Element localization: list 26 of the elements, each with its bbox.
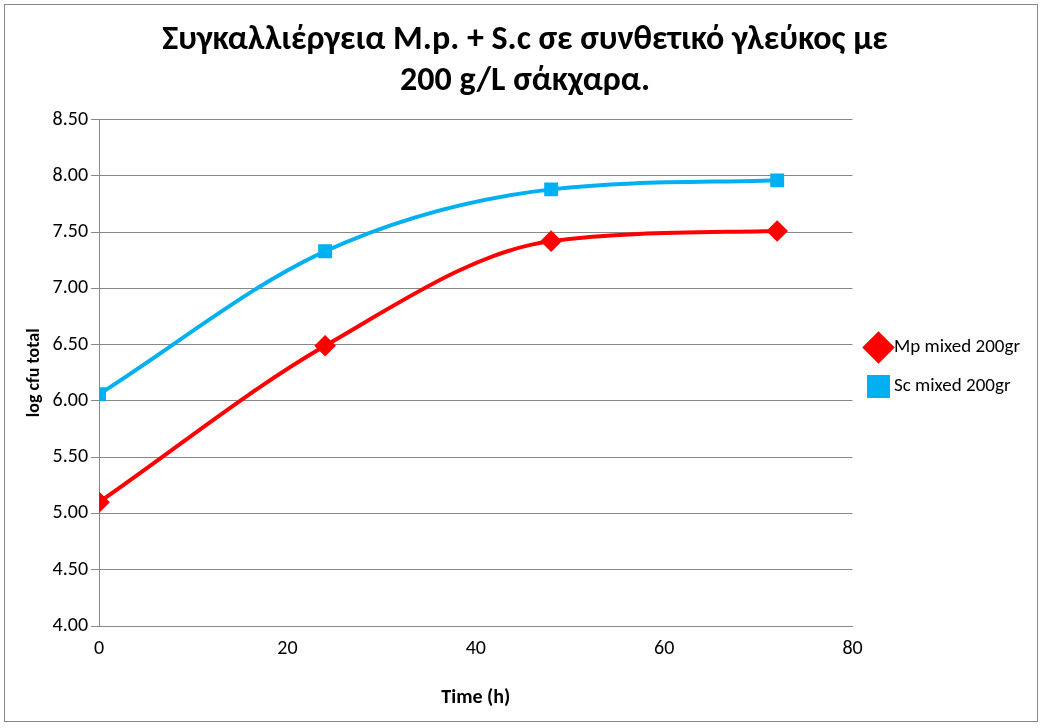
x-axis-title: Time (h) [441,684,511,708]
point [318,244,333,259]
y-tick-label: 8.50 [52,105,89,130]
legend-label: Sc mixed 200gr [894,373,1011,397]
y-axis-title: log cfu total [22,328,45,418]
y-tick-label: 4.00 [52,612,89,636]
y-tick-label: 5.50 [52,443,89,468]
y-tick-label: 8.00 [52,161,89,186]
y-tick-label: 6.50 [52,330,89,355]
x-tick-label: 60 [654,635,675,659]
x-tick-label: 20 [277,635,298,659]
y-tick-label: 7.50 [52,218,89,243]
x-tick-label: 80 [842,635,863,659]
y-tick-label: 7.00 [52,274,89,299]
y-tick-label: 6.00 [52,386,89,411]
point [541,231,562,252]
legend-label: Mp mixed 200gr [894,334,1021,358]
point [315,335,336,356]
point [544,182,559,197]
y-tick-label: 5.00 [52,499,89,524]
y-tick-label: 4.50 [52,555,89,580]
x-tick-label: 0 [93,635,105,659]
point [767,221,788,242]
chart-title: Συγκαλλιέργεια M.p. + S.c σε συνθετικό γλεύκος με 200 g/L σάκχαρα. [162,16,889,99]
point [770,173,785,188]
x-tick-label: 40 [465,635,486,659]
